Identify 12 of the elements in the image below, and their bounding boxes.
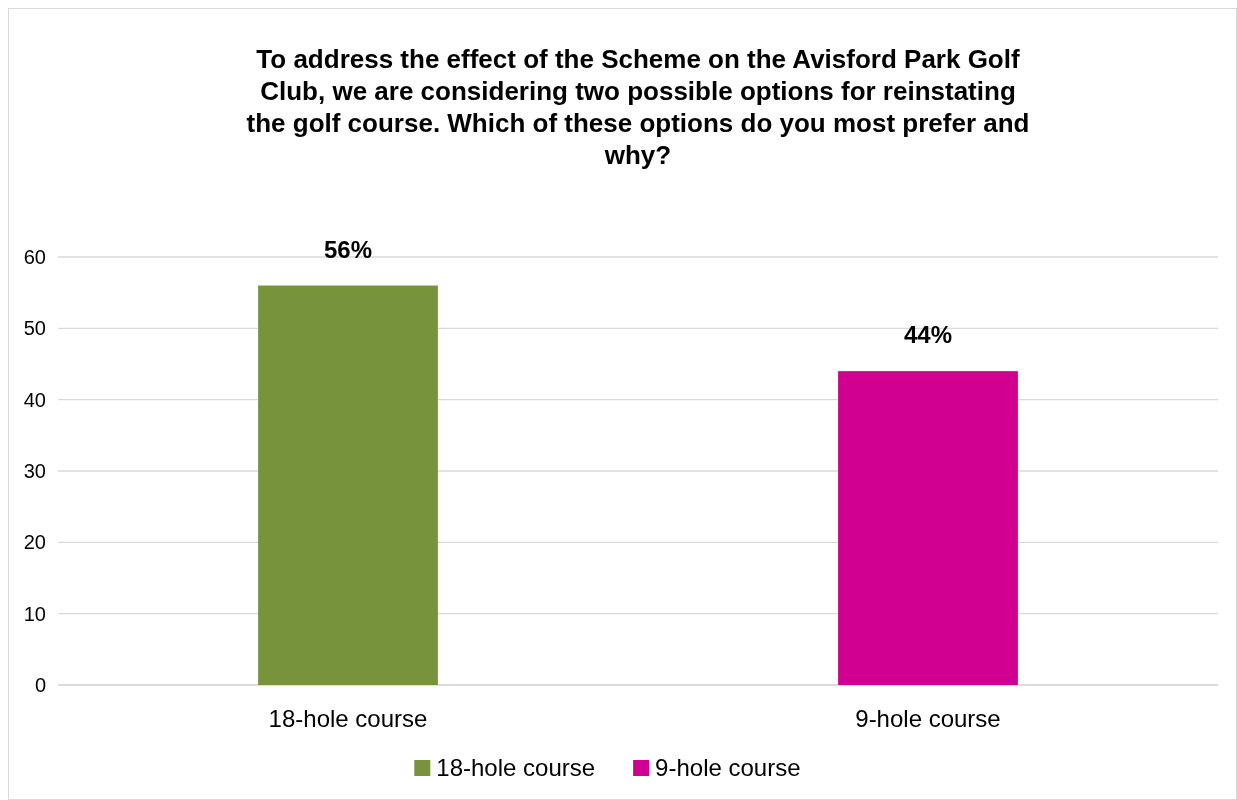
y-tick-label: 60 <box>23 246 46 268</box>
y-tick-label: 50 <box>23 317 46 340</box>
chart-title: To address the effect of the Scheme on the Avisford Park Golf Club, we are considering two possible options for reinstating the golf course. Which of these options do you most prefer and why? <box>246 44 1030 170</box>
y-tick-label: 10 <box>23 602 46 625</box>
y-tick-label: 40 <box>23 388 46 411</box>
legend-label: 18-hole course <box>436 754 596 781</box>
y-tick-label: 30 <box>23 460 46 482</box>
y-tick-label: 0 <box>34 674 46 696</box>
y-tick-label: 20 <box>23 531 46 554</box>
legend-label: 9-hole course <box>655 754 801 781</box>
data-label: 44% <box>903 321 953 349</box>
data-label: 56% <box>323 235 373 263</box>
